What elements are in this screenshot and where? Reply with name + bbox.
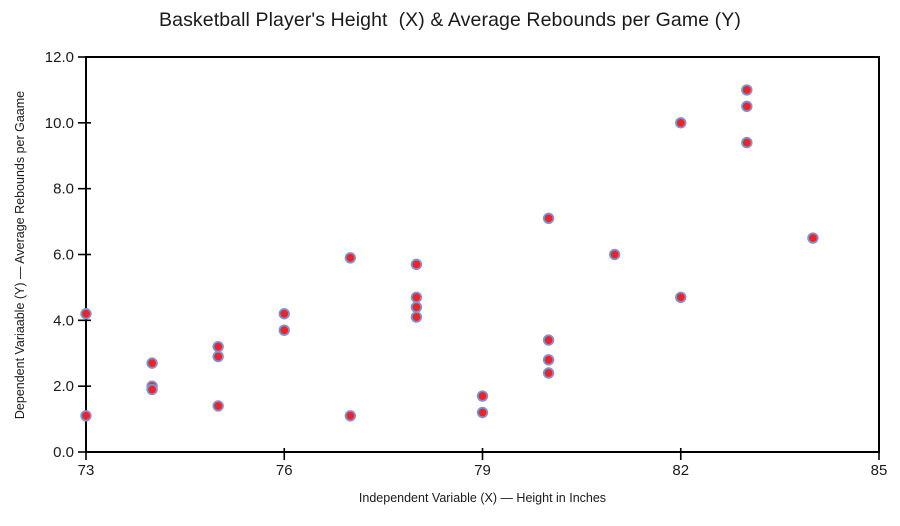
data-point bbox=[741, 100, 753, 113]
data-point bbox=[80, 410, 92, 422]
data-point bbox=[278, 308, 290, 320]
x-tick-label: 85 bbox=[871, 462, 888, 479]
data-point bbox=[542, 212, 555, 224]
data-point bbox=[146, 357, 158, 369]
x-axis-title: Independent Variable (X) — Height in Inc… bbox=[358, 491, 607, 505]
data-point bbox=[212, 350, 224, 363]
y-tick-label: 4.0 bbox=[53, 312, 74, 329]
y-tick-label: 8.0 bbox=[53, 181, 74, 198]
data-point bbox=[542, 334, 555, 346]
x-tick-label: 73 bbox=[78, 462, 95, 479]
data-point bbox=[807, 232, 819, 244]
x-tick-label: 76 bbox=[276, 462, 293, 479]
y-tick-label: 12.0 bbox=[45, 49, 74, 66]
data-point bbox=[146, 383, 158, 396]
data-point bbox=[542, 354, 555, 366]
x-tick-label: 79 bbox=[474, 462, 491, 479]
data-point bbox=[212, 340, 224, 353]
data-point bbox=[410, 291, 423, 303]
data-point bbox=[476, 406, 489, 419]
data-point bbox=[675, 291, 687, 303]
data-point bbox=[608, 248, 621, 261]
data-point bbox=[410, 311, 423, 323]
x-tick-label: 82 bbox=[672, 462, 689, 479]
data-point bbox=[344, 410, 357, 422]
data-point bbox=[212, 400, 224, 412]
data-point bbox=[80, 308, 92, 320]
data-point bbox=[410, 301, 423, 313]
y-tick-label: 0.0 bbox=[53, 444, 74, 461]
data-point bbox=[410, 258, 423, 271]
data-point bbox=[278, 324, 290, 336]
y-tick-label: 2.0 bbox=[53, 378, 74, 395]
data-point bbox=[741, 136, 753, 149]
data-point bbox=[476, 390, 489, 402]
data-point bbox=[675, 117, 687, 129]
y-tick-label: 6.0 bbox=[53, 247, 74, 264]
data-point bbox=[542, 367, 555, 379]
chart-title: Basketball Player's Height (X) & Average… bbox=[159, 9, 741, 31]
data-point bbox=[741, 84, 753, 96]
y-tick-label: 10.0 bbox=[45, 115, 74, 132]
data-point bbox=[344, 252, 357, 264]
